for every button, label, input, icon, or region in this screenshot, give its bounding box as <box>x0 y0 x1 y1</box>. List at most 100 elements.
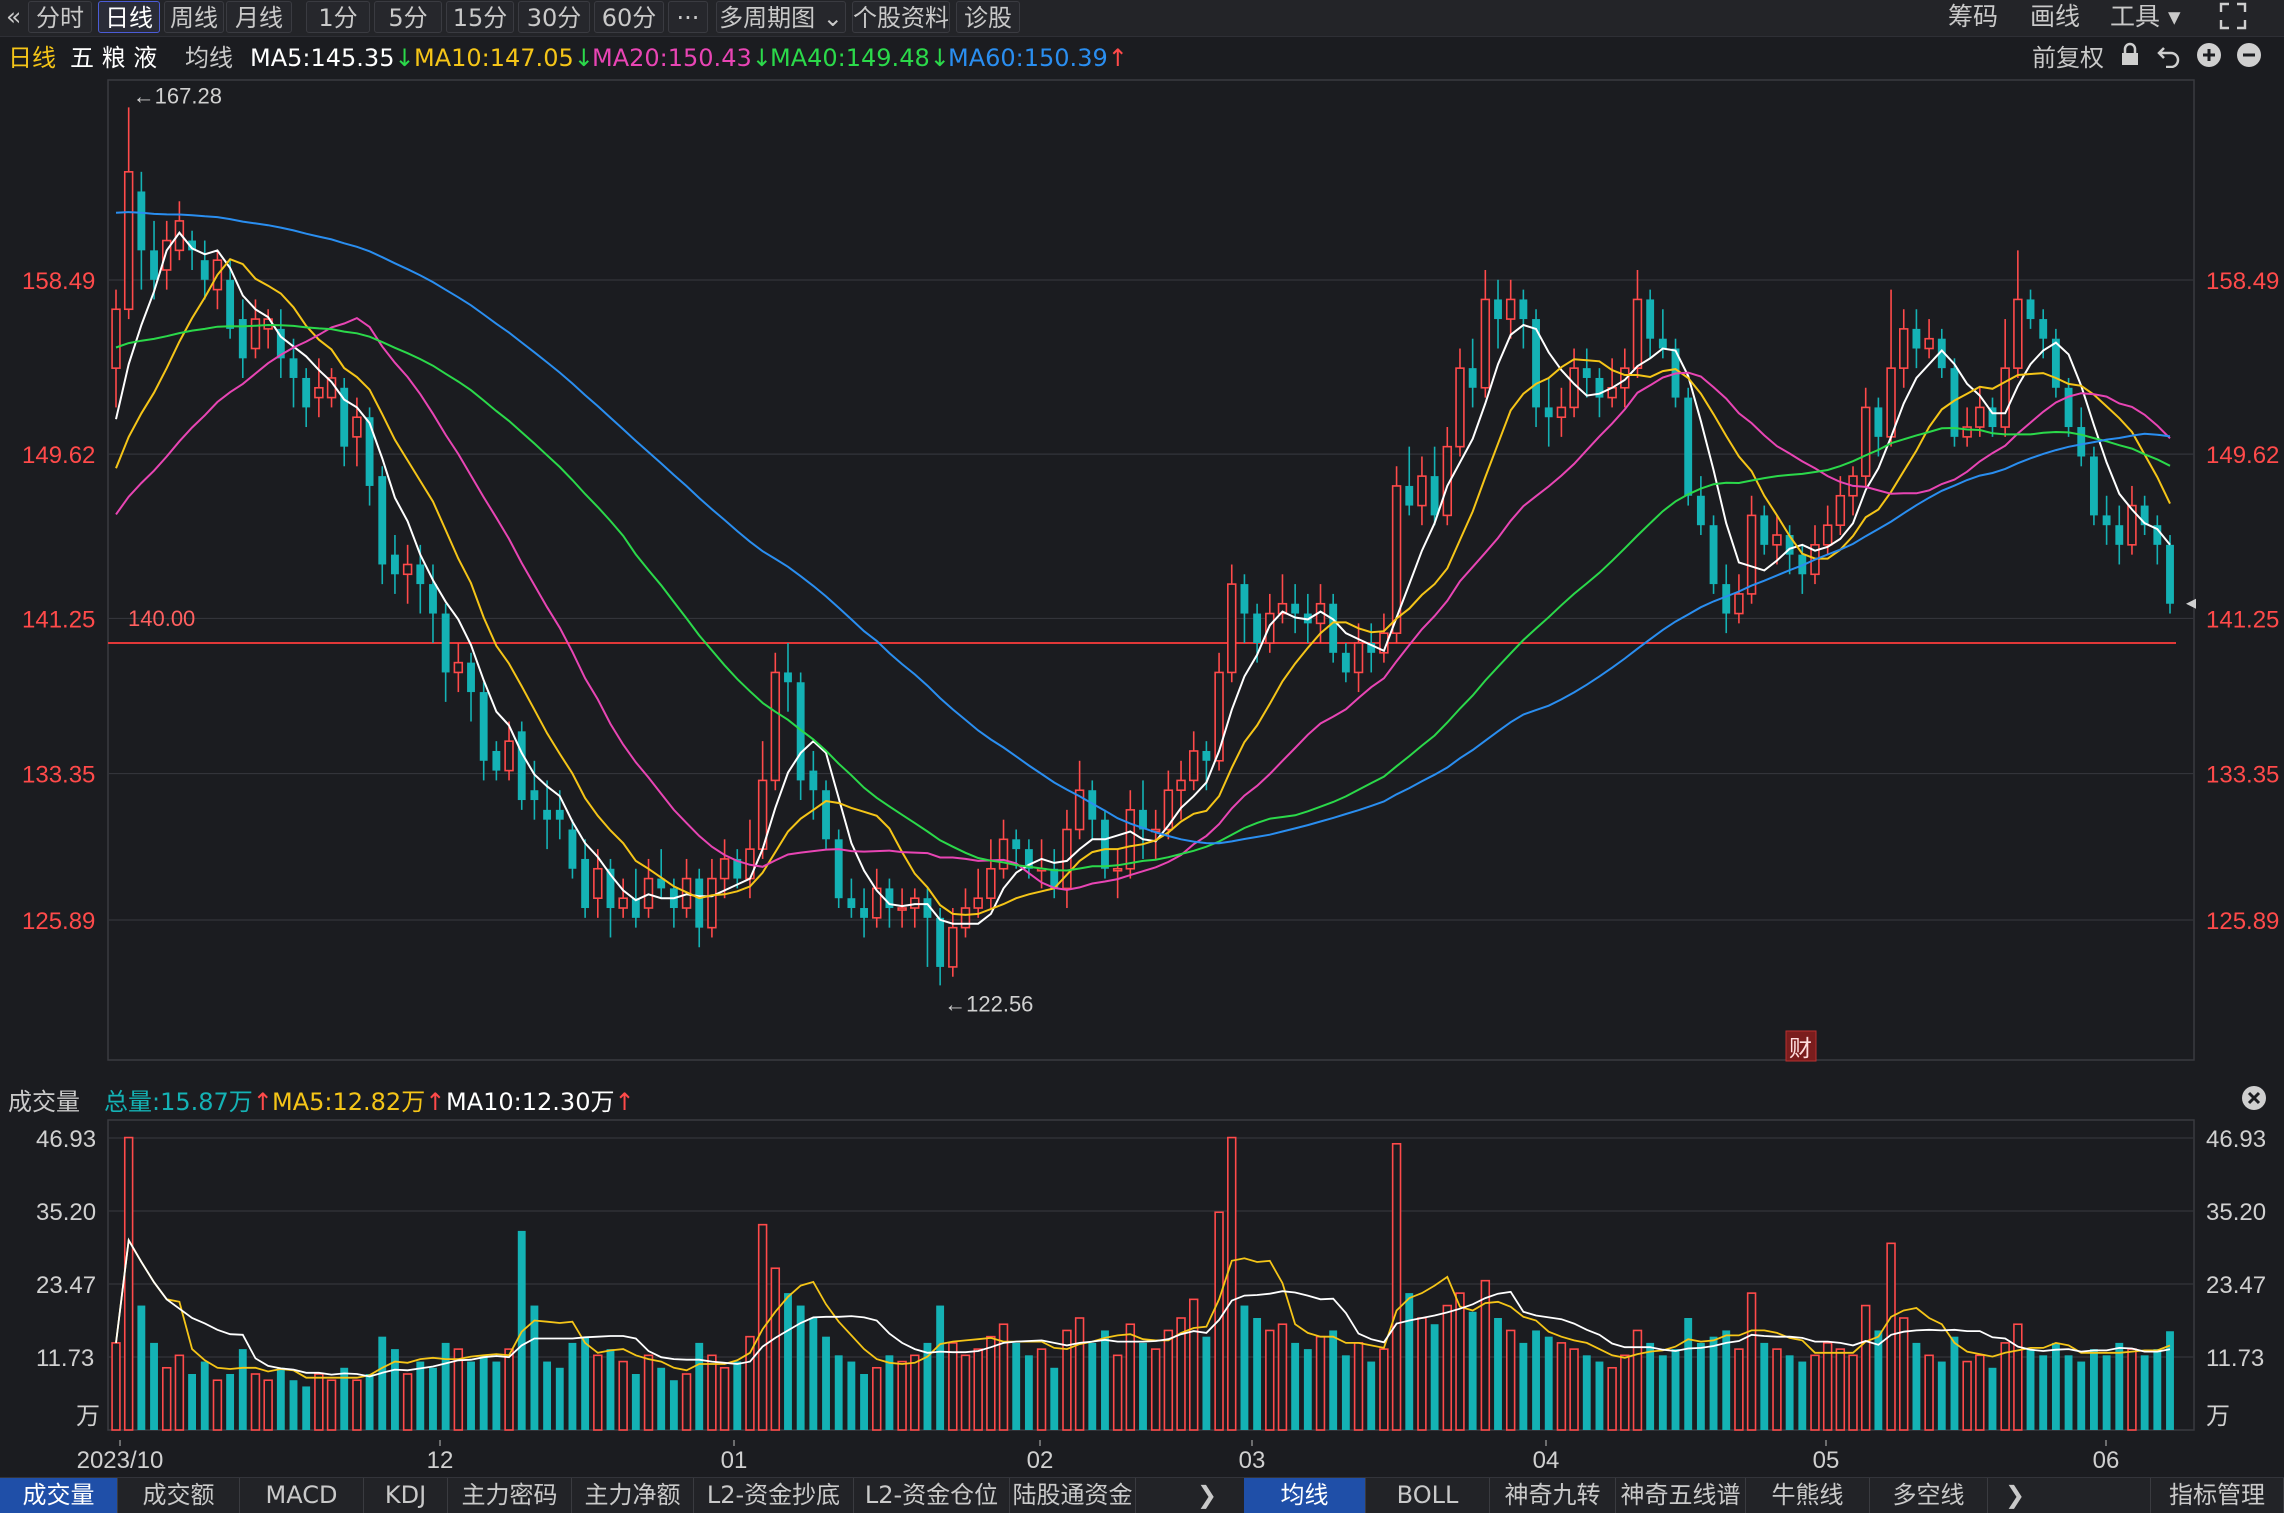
volume-bar[interactable] <box>910 1354 920 1431</box>
candle-body[interactable] <box>2000 367 2010 428</box>
candle-body[interactable] <box>973 897 983 909</box>
volume-bar[interactable] <box>238 1349 247 1430</box>
candle-body[interactable] <box>1442 445 1453 517</box>
back-icon[interactable]: « <box>6 2 22 31</box>
candle-body[interactable] <box>188 240 197 251</box>
candle-body[interactable] <box>1962 426 1972 438</box>
candle-body[interactable] <box>1074 789 1085 831</box>
volume-bar[interactable] <box>302 1386 311 1430</box>
candle-body[interactable] <box>1417 475 1427 507</box>
volume-bar[interactable] <box>998 1323 1009 1431</box>
candle-body[interactable] <box>238 319 247 359</box>
volume-bar[interactable] <box>1658 1355 1667 1430</box>
volume-bar[interactable] <box>479 1355 488 1430</box>
candle-body[interactable] <box>770 671 781 782</box>
volume-bar[interactable] <box>872 1366 882 1431</box>
candle-body[interactable] <box>1455 367 1465 448</box>
candle-body[interactable] <box>936 917 945 967</box>
candle-body[interactable] <box>555 809 564 820</box>
volume-bar[interactable] <box>1112 1354 1123 1431</box>
volume-bar[interactable] <box>707 1354 717 1431</box>
volume-bar[interactable] <box>250 1373 261 1431</box>
volume-bar[interactable] <box>1785 1355 1794 1430</box>
volume-bar[interactable] <box>2077 1361 2086 1430</box>
volume-bar[interactable] <box>2089 1349 2098 1430</box>
volume-bar[interactable] <box>2013 1323 2023 1431</box>
candle-body[interactable] <box>200 260 209 280</box>
candle-body[interactable] <box>1176 779 1186 792</box>
volume-bar[interactable] <box>1202 1336 1211 1430</box>
volume-bar[interactable] <box>1405 1293 1414 1430</box>
candle-body[interactable] <box>1658 338 1667 349</box>
indicator-manage-button[interactable]: 指标管理 <box>2150 1478 2284 1513</box>
candle-body[interactable] <box>429 584 437 614</box>
candle-body[interactable] <box>1709 525 1718 585</box>
candle-body[interactable] <box>707 877 717 929</box>
zoom-out-icon[interactable] <box>2236 42 2262 76</box>
candle-body[interactable] <box>1937 338 1946 369</box>
candle-body[interactable] <box>847 898 856 909</box>
candle-body[interactable] <box>1595 377 1604 398</box>
candle-body[interactable] <box>1367 642 1376 653</box>
period-tab-12[interactable]: 诊股 <box>956 1 1020 33</box>
volume-bar[interactable] <box>1176 1317 1186 1431</box>
candle-body[interactable] <box>111 308 121 369</box>
volume-bar[interactable] <box>1227 1136 1237 1431</box>
candle-body[interactable] <box>289 358 298 378</box>
overlay-tab-4[interactable]: 牛熊线 <box>1746 1478 1870 1513</box>
candle-body[interactable] <box>1024 849 1033 869</box>
volume-bar[interactable] <box>1646 1342 1655 1430</box>
volume-bar[interactable] <box>1480 1279 1491 1431</box>
volume-bar[interactable] <box>314 1373 324 1431</box>
finance-badge[interactable] <box>1785 1030 1817 1062</box>
candle-body[interactable] <box>1722 584 1731 614</box>
volume-bar[interactable] <box>936 1305 945 1430</box>
volume-bar[interactable] <box>555 1367 564 1430</box>
zoom-in-icon[interactable] <box>2196 42 2222 76</box>
volume-bar[interactable] <box>517 1230 526 1430</box>
candle-body[interactable] <box>1088 790 1097 820</box>
close-icon[interactable] <box>2240 1084 2268 1120</box>
volume-bar[interactable] <box>2140 1355 2149 1430</box>
candle-body[interactable] <box>1391 485 1402 634</box>
candle-body[interactable] <box>2026 299 2035 320</box>
candle-body[interactable] <box>1494 299 1502 320</box>
draw-line-button[interactable]: 画线 <box>2030 2 2081 31</box>
volume-bar[interactable] <box>1709 1336 1718 1430</box>
indicator-tab-2[interactable]: MACD <box>240 1478 364 1513</box>
volume-bar[interactable] <box>1696 1342 1705 1430</box>
volume-bar[interactable] <box>1379 1348 1389 1431</box>
volume-bar[interactable] <box>2000 1342 2010 1431</box>
volume-bar[interactable] <box>986 1335 996 1431</box>
candle-body[interactable] <box>1050 868 1059 889</box>
candle-body[interactable] <box>1696 495 1705 526</box>
candle-body[interactable] <box>1860 406 1871 477</box>
volume-bar[interactable] <box>1556 1342 1567 1431</box>
candle-body[interactable] <box>593 867 603 900</box>
indicator-tab-0[interactable]: 成交量 <box>0 1478 118 1513</box>
volume-bar[interactable] <box>1988 1367 1997 1430</box>
candle-body[interactable] <box>250 318 261 350</box>
volume-bar[interactable] <box>402 1373 413 1431</box>
candle-body[interactable] <box>885 888 894 909</box>
volume-bar[interactable] <box>2166 1331 2174 1430</box>
candle-body[interactable] <box>479 692 488 761</box>
overlay-tab-2[interactable]: 神奇九转 <box>1490 1478 1616 1513</box>
candle-body[interactable] <box>606 868 615 909</box>
candle-body[interactable] <box>1253 613 1262 643</box>
candle-body[interactable] <box>1341 652 1350 673</box>
volume-bar[interactable] <box>365 1374 374 1430</box>
volume-bar[interactable] <box>1924 1354 1934 1431</box>
indicator-tab-7[interactable]: L2-资金仓位 <box>854 1478 1010 1513</box>
candle-body[interactable] <box>402 563 413 576</box>
candle-body[interactable] <box>378 476 387 565</box>
volume-bar[interactable] <box>1595 1361 1604 1430</box>
volume-bar[interactable] <box>1912 1342 1921 1430</box>
volume-bar[interactable] <box>1329 1330 1338 1430</box>
candle-body[interactable] <box>530 790 539 801</box>
volume-bar[interactable] <box>1544 1336 1553 1430</box>
candle-body[interactable] <box>1012 839 1021 850</box>
volume-bar[interactable] <box>618 1360 628 1431</box>
candle-body[interactable] <box>1163 789 1174 831</box>
volume-bar[interactable] <box>1899 1317 1909 1431</box>
